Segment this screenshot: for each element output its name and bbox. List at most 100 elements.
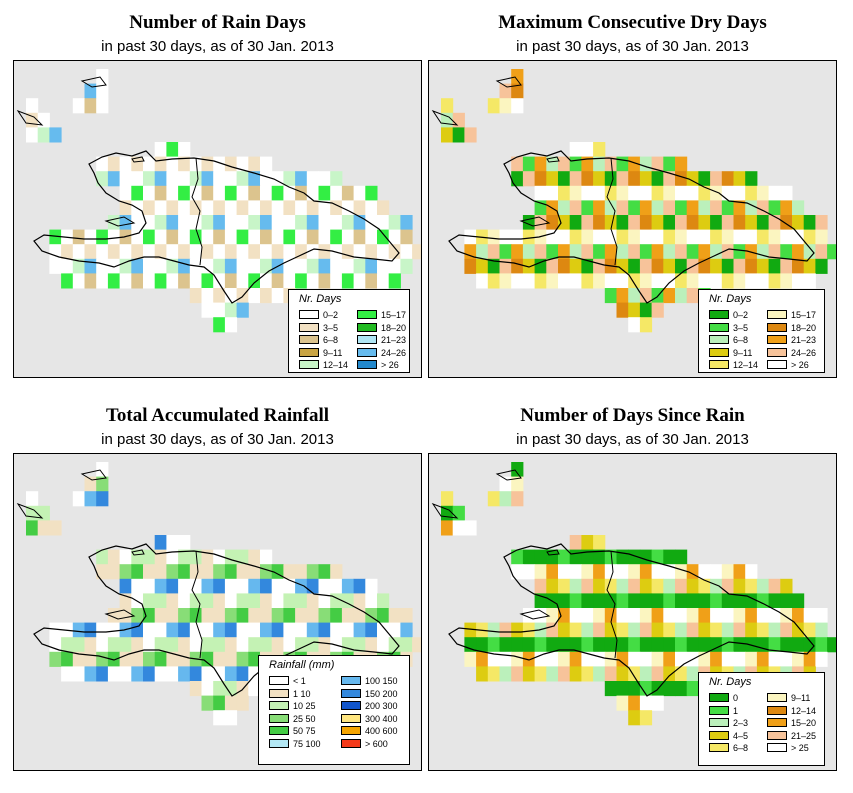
map-cell <box>663 200 676 216</box>
map-cell <box>201 651 214 667</box>
map-cell <box>400 244 413 260</box>
map-cell <box>651 549 664 565</box>
map-cell <box>131 637 144 653</box>
map-cell <box>365 578 378 594</box>
map-cell <box>499 637 512 653</box>
map-cell <box>651 564 664 580</box>
map-cell <box>675 273 688 289</box>
map-cell <box>213 637 226 653</box>
legend-item: 12–14 <box>767 705 816 716</box>
map-cell <box>72 622 85 638</box>
legend-label: 9–11 <box>733 347 753 358</box>
map-cell <box>260 229 273 245</box>
map-cell <box>511 258 524 274</box>
map-cell <box>675 637 688 653</box>
map-cell <box>803 258 816 274</box>
map-cell <box>698 258 711 274</box>
map-cell <box>651 258 664 274</box>
map-cell <box>675 258 688 274</box>
map-cell <box>792 651 805 667</box>
map-cell <box>511 273 524 289</box>
map-cell <box>593 258 606 274</box>
map-cell <box>271 622 284 638</box>
map-cell <box>131 185 144 201</box>
map-cell <box>710 215 723 231</box>
map-cell <box>546 171 559 187</box>
map-cell <box>733 185 746 201</box>
map-cell <box>780 185 793 201</box>
map-cell <box>803 651 816 667</box>
map-cell <box>96 69 109 85</box>
map-cell <box>464 244 477 260</box>
map-cell <box>37 520 50 536</box>
map-cell <box>768 273 781 289</box>
map-cell <box>295 593 308 609</box>
map-cell <box>441 491 454 507</box>
map-cell <box>201 244 214 260</box>
legend-swatch <box>709 310 729 319</box>
panel-dry-days: Maximum Consecutive Dry Days in past 30 … <box>428 12 837 382</box>
legend-item: 1 10 <box>269 688 311 699</box>
map-cell <box>131 229 144 245</box>
map-cell <box>628 637 641 653</box>
map-cell <box>558 549 571 565</box>
map-cell <box>143 608 156 624</box>
map-cell <box>721 564 734 580</box>
map-cell <box>593 637 606 653</box>
map-cell <box>154 258 167 274</box>
map-cell <box>365 185 378 201</box>
legend-swatch <box>767 718 787 727</box>
map-cell <box>675 578 688 594</box>
map-cell <box>318 608 331 624</box>
map-cell <box>593 666 606 682</box>
map-cell <box>131 171 144 187</box>
map-cell <box>61 258 74 274</box>
map-cell <box>733 244 746 260</box>
map-cell <box>534 637 547 653</box>
map-cell <box>365 215 378 231</box>
map-cell <box>663 564 676 580</box>
map-cell <box>143 244 156 260</box>
map-cell <box>616 651 629 667</box>
map-cell <box>639 622 653 638</box>
map-cell <box>569 535 582 551</box>
map-cell <box>189 273 202 289</box>
map-cell <box>306 608 319 624</box>
map-cell <box>534 273 547 289</box>
map-cell <box>224 229 238 245</box>
map-cell <box>365 200 378 216</box>
map-cell <box>189 171 202 187</box>
map-cell <box>283 171 296 187</box>
legend-swatch <box>341 676 361 685</box>
map-cell <box>365 273 378 289</box>
map-cell <box>792 215 805 231</box>
panel-subtitle: in past 30 days, as of 30 Jan. 2013 <box>101 38 334 55</box>
map-cell <box>295 564 308 580</box>
map-cell <box>248 622 261 638</box>
legend-title: Nr. Days <box>709 293 752 305</box>
cuba-tip <box>431 109 459 126</box>
map-cell <box>154 564 167 580</box>
map-cell <box>341 622 355 638</box>
map-cell <box>464 520 477 536</box>
map-cell <box>628 695 641 711</box>
map-cell <box>400 637 413 653</box>
map-cell <box>511 491 524 507</box>
map-cell <box>827 244 836 260</box>
map-cell <box>710 564 723 580</box>
map-cell <box>651 200 664 216</box>
map-cell <box>651 229 664 245</box>
map-cell <box>260 185 273 201</box>
map-cell <box>686 288 699 304</box>
map-cell <box>721 258 734 274</box>
map-cell <box>189 244 202 260</box>
map-cell <box>330 185 343 201</box>
map-cell <box>412 637 421 653</box>
map-cell <box>616 637 629 653</box>
map-cell <box>569 229 582 245</box>
legend-label: 15–17 <box>791 310 817 320</box>
map-cell <box>522 549 536 565</box>
map-cell <box>569 244 582 260</box>
map-cell <box>143 258 156 274</box>
map-cell <box>616 288 629 304</box>
